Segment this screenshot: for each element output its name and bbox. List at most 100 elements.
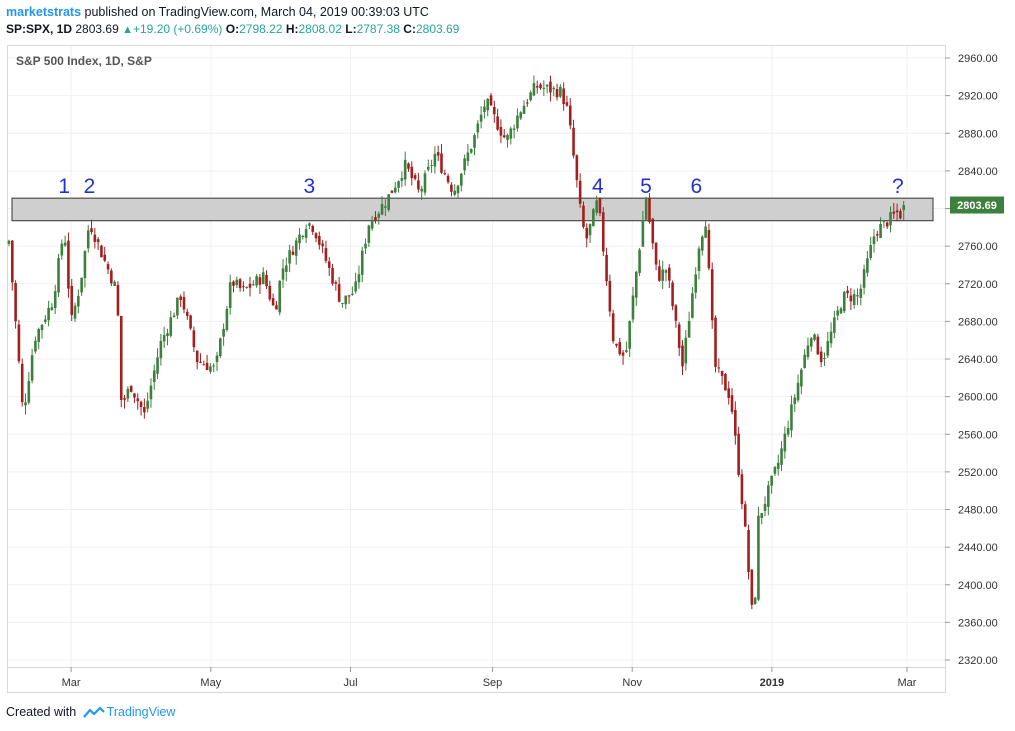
candle bbox=[895, 203, 899, 222]
author-link[interactable]: marketstrats bbox=[6, 5, 82, 19]
candle-body bbox=[842, 291, 846, 312]
candle-body bbox=[400, 178, 404, 181]
candle bbox=[644, 196, 648, 222]
candle bbox=[565, 95, 569, 107]
annotations: 1 2 3 4 5 6? bbox=[58, 175, 903, 198]
candle-body bbox=[397, 181, 400, 188]
candle bbox=[621, 349, 625, 365]
candle-body bbox=[710, 269, 714, 321]
up-arrow-icon: ▲ bbox=[122, 24, 133, 36]
candle bbox=[575, 154, 579, 188]
candle bbox=[291, 245, 295, 256]
candle bbox=[486, 98, 490, 117]
candle bbox=[77, 289, 80, 314]
candle-body bbox=[555, 89, 559, 98]
candle-body bbox=[407, 163, 410, 169]
candle bbox=[757, 506, 760, 602]
candle bbox=[453, 184, 456, 197]
candle bbox=[658, 259, 661, 282]
candle bbox=[192, 326, 196, 353]
candle bbox=[248, 276, 252, 297]
candle-body bbox=[631, 295, 635, 320]
candle-body bbox=[866, 258, 869, 273]
candle-body bbox=[11, 240, 14, 283]
candle bbox=[304, 224, 308, 243]
candle bbox=[667, 264, 671, 288]
tradingview-link[interactable]: TradingView bbox=[106, 705, 176, 719]
candle bbox=[34, 336, 37, 354]
candle-body bbox=[202, 364, 206, 366]
candle bbox=[374, 211, 377, 224]
candle bbox=[324, 240, 328, 264]
candle-body bbox=[809, 338, 813, 347]
candle-body bbox=[667, 267, 671, 281]
candle-body bbox=[281, 268, 285, 280]
candle bbox=[671, 280, 674, 311]
candle bbox=[634, 270, 638, 306]
candle-body bbox=[222, 328, 225, 337]
candle-body bbox=[615, 343, 618, 346]
candle-body bbox=[133, 393, 136, 398]
candle bbox=[205, 354, 209, 371]
candle-body bbox=[625, 350, 628, 353]
candle-body bbox=[238, 279, 242, 289]
candle-body bbox=[677, 324, 681, 348]
candle bbox=[499, 119, 503, 144]
x-tick-label: May bbox=[200, 677, 221, 689]
candle bbox=[285, 257, 288, 282]
candle-body bbox=[83, 251, 87, 279]
candle-body bbox=[387, 194, 390, 211]
candle bbox=[522, 100, 526, 115]
candle bbox=[872, 229, 876, 253]
candle-body bbox=[595, 200, 598, 213]
candle bbox=[182, 291, 186, 314]
candle-body bbox=[337, 284, 341, 302]
publish-info: marketstrats published on TradingView.co… bbox=[6, 5, 429, 19]
candle bbox=[129, 385, 133, 393]
candle-body bbox=[70, 285, 74, 316]
candle bbox=[384, 199, 387, 216]
candle bbox=[714, 315, 717, 373]
candle bbox=[790, 395, 793, 438]
candle-body bbox=[588, 223, 592, 236]
candle-body bbox=[562, 88, 565, 104]
candle-body bbox=[839, 308, 843, 314]
candle bbox=[687, 311, 691, 338]
y-tick-label: 2320.00 bbox=[958, 655, 998, 667]
candle bbox=[258, 273, 262, 294]
candle bbox=[684, 330, 688, 371]
candle-body bbox=[456, 185, 460, 194]
candle bbox=[20, 358, 24, 407]
candle bbox=[53, 284, 57, 315]
candle bbox=[582, 201, 585, 229]
candle bbox=[885, 221, 889, 230]
candle-body bbox=[885, 222, 889, 227]
candle bbox=[889, 206, 892, 233]
y-tick-label: 2640.00 bbox=[958, 354, 998, 366]
candle bbox=[179, 294, 182, 308]
candle-body bbox=[585, 227, 589, 239]
candle-body bbox=[354, 281, 357, 292]
candle-body bbox=[360, 250, 364, 275]
candle-body bbox=[123, 398, 126, 400]
candlestick-chart[interactable]: 2960.002920.002880.002840.002800.002760.… bbox=[0, 0, 1015, 700]
candle-body bbox=[27, 381, 31, 403]
candle-body bbox=[862, 269, 866, 288]
candle-body bbox=[661, 269, 664, 281]
candle bbox=[417, 172, 420, 193]
candle-body bbox=[443, 173, 447, 175]
high-value: 2808.02 bbox=[298, 22, 342, 36]
last-price: 2803.69 bbox=[75, 22, 119, 36]
candle bbox=[450, 182, 453, 197]
candle-body bbox=[882, 220, 886, 223]
candle-body bbox=[836, 310, 839, 316]
candle bbox=[156, 348, 159, 379]
candle bbox=[697, 246, 701, 280]
candle bbox=[327, 257, 331, 277]
candle-body bbox=[433, 154, 437, 167]
candle bbox=[592, 208, 595, 227]
y-tick-label: 2400.00 bbox=[958, 580, 998, 592]
candle bbox=[852, 289, 856, 309]
candle-body bbox=[159, 340, 163, 359]
candle-body bbox=[393, 187, 397, 193]
